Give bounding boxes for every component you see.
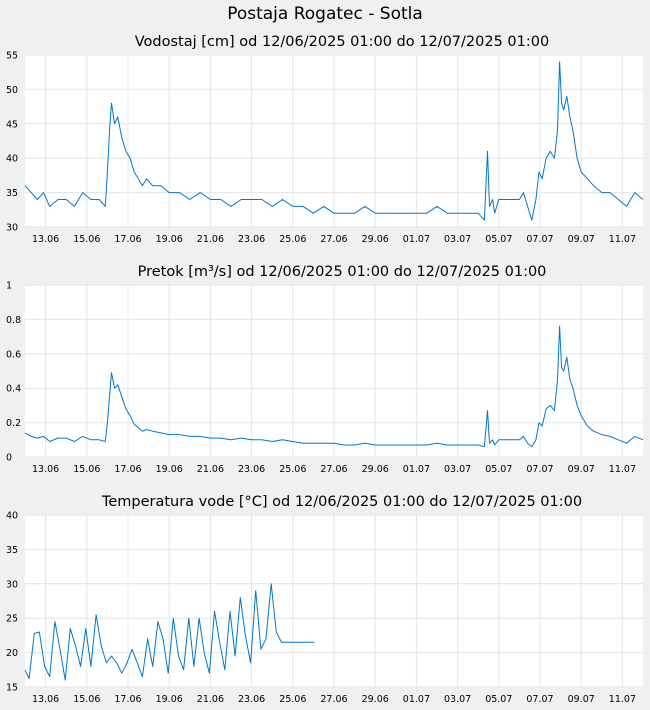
chart-panel-2: Pretok [m³/s] od 12/06/2025 01:00 do 12/… xyxy=(6,264,644,475)
chart-title: Vodostaj [cm] od 12/06/2025 01:00 do 12/… xyxy=(135,34,549,50)
chart-panel-3: Temperatura vode [°C] od 12/06/2025 01:0… xyxy=(6,494,643,705)
y-tick-label: 0.8 xyxy=(6,315,21,326)
x-tick-label: 19.06 xyxy=(156,694,183,705)
x-tick-label: 25.06 xyxy=(279,694,306,705)
x-tick-label: 17.06 xyxy=(114,694,141,705)
chart-title: Pretok [m³/s] od 12/06/2025 01:00 do 12/… xyxy=(138,264,547,280)
x-tick-label: 03.07 xyxy=(444,464,471,475)
y-tick-label: 15 xyxy=(6,683,18,694)
x-tick-label: 21.06 xyxy=(197,464,224,475)
y-tick-label: 50 xyxy=(6,85,18,96)
series-line xyxy=(24,61,644,221)
y-tick-label: 0.2 xyxy=(6,418,21,429)
x-tick-label: 15.06 xyxy=(73,234,100,245)
x-tick-label: 27.06 xyxy=(320,234,347,245)
y-tick-label: 20 xyxy=(6,648,18,659)
x-tick-label: 21.06 xyxy=(197,234,224,245)
x-tick-label: 19.06 xyxy=(156,234,183,245)
x-tick-label: 19.06 xyxy=(156,464,183,475)
y-tick-label: 30 xyxy=(6,223,18,234)
y-tick-label: 40 xyxy=(6,511,18,522)
x-tick-label: 11.07 xyxy=(609,234,636,245)
x-tick-label: 01.07 xyxy=(403,464,430,475)
x-tick-label: 01.07 xyxy=(403,234,430,245)
x-tick-label: 13.06 xyxy=(32,234,59,245)
x-tick-label: 09.07 xyxy=(568,694,595,705)
x-tick-label: 05.07 xyxy=(485,464,512,475)
x-tick-label: 13.06 xyxy=(32,464,59,475)
y-tick-label: 40 xyxy=(6,154,18,165)
x-tick-label: 03.07 xyxy=(444,234,471,245)
series-line xyxy=(24,325,644,448)
x-tick-label: 21.06 xyxy=(197,694,224,705)
chart-panel-1: Vodostaj [cm] od 12/06/2025 01:00 do 12/… xyxy=(6,34,644,245)
x-tick-label: 03.07 xyxy=(444,694,471,705)
x-tick-label: 05.07 xyxy=(485,694,512,705)
x-tick-label: 17.06 xyxy=(114,234,141,245)
x-tick-label: 11.07 xyxy=(609,694,636,705)
x-tick-label: 15.06 xyxy=(73,694,100,705)
y-tick-label: 0.4 xyxy=(6,384,21,395)
x-tick-label: 25.06 xyxy=(279,234,306,245)
x-tick-label: 13.06 xyxy=(32,694,59,705)
x-tick-label: 25.06 xyxy=(279,464,306,475)
x-tick-label: 23.06 xyxy=(238,464,265,475)
y-tick-label: 0 xyxy=(6,453,12,464)
y-tick-label: 30 xyxy=(6,579,18,590)
y-tick-label: 25 xyxy=(6,614,18,625)
y-tick-label: 35 xyxy=(6,188,18,199)
x-tick-label: 07.07 xyxy=(526,464,553,475)
x-tick-label: 29.06 xyxy=(362,234,389,245)
y-tick-label: 0.6 xyxy=(6,349,21,360)
x-tick-label: 23.06 xyxy=(238,694,265,705)
x-tick-label: 07.07 xyxy=(526,694,553,705)
chart-title: Temperatura vode [°C] od 12/06/2025 01:0… xyxy=(101,494,582,510)
x-tick-label: 27.06 xyxy=(320,694,347,705)
x-tick-label: 01.07 xyxy=(403,694,430,705)
x-tick-label: 05.07 xyxy=(485,234,512,245)
x-tick-label: 27.06 xyxy=(320,464,347,475)
y-tick-label: 45 xyxy=(6,119,18,130)
y-tick-label: 35 xyxy=(6,545,18,556)
x-tick-label: 07.07 xyxy=(526,234,553,245)
y-tick-label: 55 xyxy=(6,51,18,62)
page-title: Postaja Rogatec - Sotla xyxy=(227,4,423,24)
x-tick-label: 15.06 xyxy=(73,464,100,475)
x-tick-label: 17.06 xyxy=(114,464,141,475)
y-tick-label: 1 xyxy=(6,281,12,292)
x-tick-label: 29.06 xyxy=(362,464,389,475)
x-tick-label: 09.07 xyxy=(568,234,595,245)
x-tick-label: 09.07 xyxy=(568,464,595,475)
x-tick-label: 29.06 xyxy=(362,694,389,705)
series-line xyxy=(24,583,315,681)
x-tick-label: 11.07 xyxy=(609,464,636,475)
x-tick-label: 23.06 xyxy=(238,234,265,245)
